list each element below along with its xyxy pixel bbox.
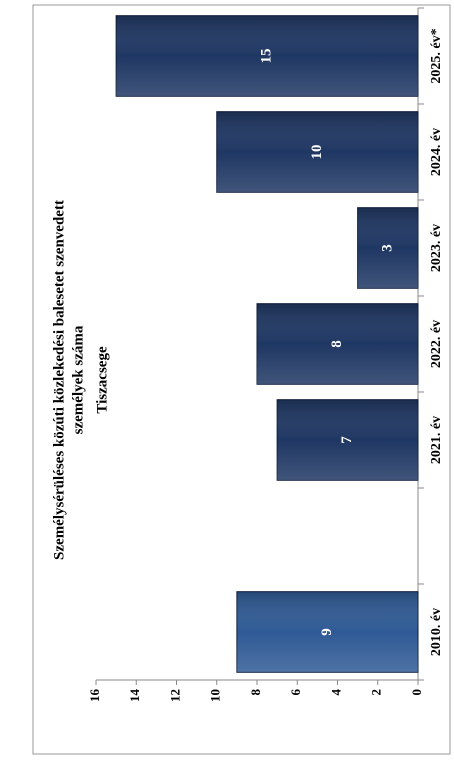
- y-tick-label: 4: [328, 689, 343, 696]
- y-tick-label: 2: [369, 689, 384, 696]
- bar-shade: [236, 591, 418, 673]
- chart-title: Tiszacsege: [94, 346, 110, 414]
- value-label: 7: [339, 436, 355, 444]
- x-tick-label: 2010. év: [429, 608, 444, 656]
- x-tick-label: 2023. év: [429, 224, 444, 272]
- x-tick-label: 2022. év: [429, 320, 444, 368]
- rotated-chart: Személysérüléses közúti közlekedési bale…: [32, 4, 451, 755]
- y-tick-label: 12: [167, 689, 182, 702]
- value-label: 15: [259, 49, 275, 64]
- chart-subtitle: személyek száma: [70, 325, 86, 434]
- value-label: 10: [309, 145, 325, 160]
- x-tick-label: 2025. év*: [429, 28, 444, 83]
- bar-shade: [357, 207, 418, 289]
- y-tick-label: 6: [288, 689, 303, 696]
- chart-subtitle: Személysérüléses közúti közlekedési bale…: [51, 200, 67, 560]
- bar-shade: [257, 303, 418, 385]
- bar-shade: [277, 399, 418, 481]
- value-label: 9: [319, 628, 335, 636]
- y-tick-label: 8: [248, 689, 263, 696]
- y-tick-label: 16: [87, 689, 102, 703]
- y-tick-label: 14: [127, 689, 142, 703]
- value-label: 3: [379, 244, 395, 252]
- frame: [32, 4, 451, 755]
- value-label: 8: [329, 340, 345, 348]
- x-tick-label: 2021. év: [429, 416, 444, 464]
- bar-shade: [216, 111, 418, 193]
- y-tick-label: 0: [409, 689, 424, 696]
- bar-shade: [116, 15, 418, 97]
- y-tick-label: 10: [208, 689, 223, 702]
- x-tick-label: 2024. év: [429, 128, 444, 176]
